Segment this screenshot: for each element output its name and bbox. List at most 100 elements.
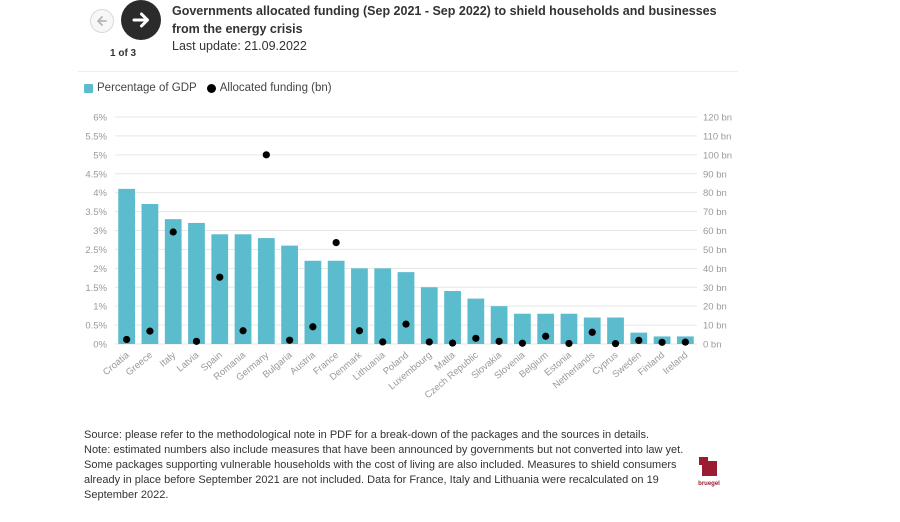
bar-denmark[interactable] (351, 268, 368, 344)
y-right-tick-label: 40 bn (703, 264, 727, 275)
legend-swatch-gdp (84, 83, 93, 93)
bar-france[interactable] (327, 260, 345, 344)
dot-netherlands[interactable] (588, 328, 596, 336)
bar-germany[interactable] (257, 238, 275, 344)
previous-button[interactable] (90, 9, 114, 33)
bar-italy[interactable] (164, 219, 182, 344)
dot-romania[interactable] (239, 327, 247, 335)
dot-estonia[interactable] (565, 339, 573, 348)
dot-ireland[interactable] (681, 338, 689, 346)
bar-malta[interactable] (444, 291, 461, 344)
arrow-right-icon (132, 12, 149, 28)
y-left-tick-label: 3.5% (85, 207, 107, 218)
bar-estonia[interactable] (560, 313, 578, 344)
bar-cyprus[interactable] (607, 317, 624, 344)
legend-label-gdp: Percentage of GDP (97, 82, 197, 94)
bar-spain[interactable] (211, 234, 229, 344)
x-tick-label: Finland (636, 350, 667, 378)
y-right-tick-label: 100 bn (703, 150, 732, 161)
dot-finland[interactable] (658, 338, 666, 346)
bar-latvia[interactable] (188, 222, 205, 344)
dot-denmark[interactable] (355, 327, 364, 335)
y-left-tick-label: 2.5% (85, 245, 107, 256)
dot-latvia[interactable] (192, 337, 201, 345)
y-right-tick-label: 90 bn (703, 169, 727, 180)
y-right-tick-label: 70 bn (703, 207, 727, 218)
bar-series (118, 188, 694, 344)
header-divider (78, 71, 738, 72)
bar-romania[interactable] (234, 234, 252, 344)
chart-title: Governments allocated funding (Sep 2021 … (172, 4, 717, 36)
legend-swatch-funding (206, 83, 216, 93)
dot-slovenia[interactable] (518, 339, 527, 347)
dot-bulgaria[interactable] (286, 336, 294, 344)
dot-croatia[interactable] (123, 335, 131, 344)
y-left-tick-label: 1.5% (85, 283, 107, 294)
dot-cyprus[interactable] (611, 340, 620, 348)
bar-lithuania[interactable] (374, 268, 392, 344)
x-tick-label: Greece (124, 350, 155, 378)
y-axis-right: 0 bn 10 bn 20 bn 30 bn 40 bn 50 bn 60 bn 70 bn 8… (703, 113, 732, 351)
y-left-tick-label: 2% (93, 264, 107, 275)
legend-item-funding[interactable]: Allocated funding (bn) (206, 82, 332, 94)
y-right-tick-label: 120 bn (703, 113, 732, 124)
bar-poland[interactable] (397, 272, 415, 344)
dot-germany[interactable] (262, 151, 270, 159)
footnotes: Source: please refer to the methodologic… (84, 428, 684, 503)
y-right-tick-label: 0 bn (703, 340, 722, 351)
dot-luxembourg[interactable] (425, 338, 433, 346)
bruegel-logo-icon: bruegel (698, 457, 720, 487)
y-left-tick-label: 1% (93, 302, 107, 313)
dot-lithuania[interactable] (379, 338, 387, 346)
arrow-left-icon (97, 16, 107, 26)
y-left-tick-label: 5.5% (85, 131, 107, 142)
bar-bulgaria[interactable] (281, 245, 298, 344)
x-tick-label: Latvia (175, 349, 202, 374)
page-indicator: 1 of 3 (110, 48, 137, 59)
dot-malta[interactable] (448, 339, 457, 347)
y-right-tick-label: 110 bn (703, 131, 731, 142)
method-note: Note: estimated numbers also include mea… (84, 444, 684, 501)
dot-belgium[interactable] (542, 332, 550, 340)
y-right-tick-label: 10 bn (703, 321, 727, 332)
dot-poland[interactable] (402, 320, 410, 328)
dot-czech-republic[interactable] (472, 334, 480, 342)
y-left-tick-label: 6% (93, 113, 107, 124)
logo-text: bruegel (698, 481, 720, 487)
chart-header: Governments allocated funding (Sep 2021 … (172, 3, 732, 56)
bar-slovenia[interactable] (514, 313, 531, 344)
legend-label-funding: Allocated funding (bn) (219, 82, 332, 94)
x-tick-label: Ireland (661, 350, 690, 377)
dot-slovakia[interactable] (495, 337, 503, 345)
y-left-tick-label: 4% (93, 188, 107, 199)
legend-item-gdp[interactable]: Percentage of GDP (84, 82, 197, 94)
bar-belgium[interactable] (537, 313, 555, 344)
source-note: Source: please refer to the methodologic… (84, 429, 649, 441)
next-button[interactable] (121, 0, 161, 40)
dot-france[interactable] (332, 239, 340, 247)
dot-spain[interactable] (216, 273, 224, 281)
bar-greece[interactable] (141, 204, 159, 344)
dot-austria[interactable] (309, 323, 317, 331)
chart-legend: Percentage of GDP Allocated funding (bn) (84, 82, 332, 94)
dot-sweden[interactable] (635, 336, 643, 345)
y-right-tick-label: 60 bn (703, 226, 727, 237)
y-left-tick-label: 4.5% (85, 169, 107, 180)
y-left-tick-label: 3% (93, 226, 107, 237)
bar-czech-republic[interactable] (467, 298, 485, 344)
y-left-tick-label: 5% (93, 150, 107, 161)
y-right-tick-label: 20 bn (703, 302, 727, 313)
funding-chart: 0% 0.5% 1% 1.5% 2% 2.5% 3% 3.5% 4% 4.5% 5% 5.5% 6% 0… (85, 113, 732, 402)
y-right-tick-label: 30 bn (703, 283, 727, 294)
bar-slovakia[interactable] (490, 306, 508, 344)
dot-italy[interactable] (169, 228, 177, 236)
bar-croatia[interactable] (118, 188, 136, 344)
bar-austria[interactable] (304, 260, 322, 344)
y-left-tick-label: 0% (93, 340, 107, 351)
dot-greece[interactable] (146, 327, 154, 335)
y-right-tick-label: 80 bn (703, 188, 727, 199)
bar-luxembourg[interactable] (420, 287, 438, 344)
y-right-tick-label: 50 bn (703, 245, 727, 256)
dot-series (123, 151, 689, 348)
